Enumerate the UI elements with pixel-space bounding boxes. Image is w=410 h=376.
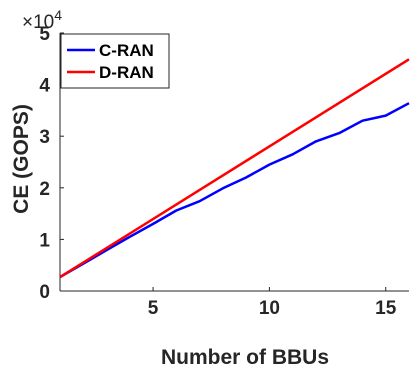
y-tick-label: 4	[39, 76, 50, 97]
y-tick-label: 2	[39, 179, 50, 200]
series-line-2	[59, 58, 410, 279]
y-axis-multiplier-base: ×10	[22, 12, 54, 33]
legend-label: D-RAN	[99, 63, 154, 82]
x-axis-title: Number of BBUs	[161, 346, 329, 369]
x-tick-label: 10	[259, 298, 280, 319]
y-axis-multiplier: ×104	[22, 7, 62, 33]
y-axis-title: CE (GOPS)	[10, 104, 33, 214]
axes: 5 10 15 0 1 2 3 4 5	[39, 24, 409, 319]
legend-box	[60, 33, 170, 89]
legend: C-RAN D-RAN	[60, 33, 170, 89]
x-tick-label: 5	[148, 298, 159, 319]
y-tick-label: 5	[39, 24, 50, 45]
y-tick-label: 3	[39, 127, 50, 148]
legend-label: C-RAN	[99, 41, 154, 60]
plot-series	[59, 58, 410, 279]
y-tick-label: 1	[39, 230, 50, 251]
y-tick-label: 0	[39, 282, 50, 303]
x-tick-label: 15	[375, 298, 397, 319]
axis-labels: Number of BBUs CE (GOPS) ×104	[10, 7, 329, 369]
y-axis-multiplier-exponent: 4	[54, 7, 62, 23]
series-line-1	[59, 102, 410, 279]
